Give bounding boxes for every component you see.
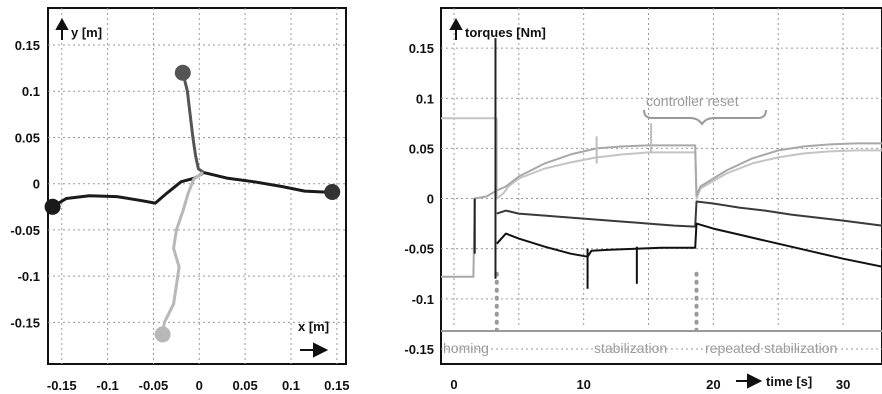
right-y-tick-label: -0.05 bbox=[404, 242, 434, 257]
right-series-2-line bbox=[496, 200, 882, 228]
left-series-2-line bbox=[161, 171, 204, 335]
left-x-tick-label: 0.05 bbox=[232, 378, 257, 393]
left-x-axis-arrow-icon bbox=[300, 342, 329, 358]
left-series-group bbox=[51, 72, 333, 335]
right-y-tick-labels: 0.15 0.1 0.05 0 -0.05 -0.1 -0.15 bbox=[404, 41, 434, 357]
right-y-tick-label: -0.15 bbox=[404, 342, 434, 357]
left-series-0-end-marker bbox=[44, 198, 61, 215]
right-series-0-line bbox=[441, 117, 882, 200]
left-grid bbox=[48, 8, 346, 364]
xy-trajectory-chart: -0.15 -0.1 -0.05 0 0.05 0.1 0.15 0.150.10.050-… bbox=[10, 7, 350, 393]
left-y-tick-labels: 0.15 0.1 0.05 0 -0.05 -0.1 -0.15 bbox=[10, 38, 40, 330]
left-y-tick-label: -0.1 bbox=[18, 269, 40, 284]
right-series-3-line bbox=[496, 222, 882, 268]
left-y-tick-label: -0.15 bbox=[10, 315, 40, 330]
left-x-tick-label: 0 bbox=[196, 378, 203, 393]
right-x-tick-labels: 0 10 20 30 bbox=[450, 377, 850, 392]
left-x-tick-label: 0.1 bbox=[282, 378, 300, 393]
left-y-tick-label: 0.15 bbox=[15, 38, 40, 53]
right-plot-frame bbox=[440, 7, 882, 365]
right-series-1-line bbox=[441, 142, 882, 278]
left-series-0-line bbox=[51, 171, 333, 209]
left-series-1-line bbox=[181, 72, 205, 174]
right-y-axis-label: torques [Nm] bbox=[465, 25, 546, 40]
left-plot-frame bbox=[47, 7, 347, 365]
right-x-axis-arrow-icon bbox=[736, 373, 763, 389]
left-y-tick-label: -0.05 bbox=[10, 223, 40, 238]
right-x-axis-label: time [s] bbox=[766, 374, 812, 389]
right-x-tick-label: 0 bbox=[450, 377, 457, 392]
left-y-tick-label: 0.05 bbox=[15, 130, 40, 145]
left-x-tick-label: 0.15 bbox=[324, 378, 349, 393]
right-y-tick-label: -0.1 bbox=[412, 292, 434, 307]
right-y-tick-label: 0.15 bbox=[409, 41, 434, 56]
right-x-tick-label: 20 bbox=[706, 377, 720, 392]
left-x-tick-labels: -0.15 -0.1 -0.05 0 0.05 0.1 0.15 bbox=[47, 378, 350, 393]
annotation-homing: homing bbox=[443, 340, 489, 356]
annotation-stabilization: stabilization bbox=[594, 340, 667, 356]
left-y-axis-label: y [m] bbox=[71, 25, 102, 40]
left-y-tick-label: 0.1 bbox=[22, 84, 40, 99]
left-series-2-end-marker bbox=[154, 326, 171, 343]
left-x-tick-label: -0.1 bbox=[96, 378, 118, 393]
left-endpoint-markers bbox=[44, 64, 341, 343]
annotation-repeated-stabilization: repeated stabilization bbox=[705, 340, 837, 356]
left-y-tick-label: 0 bbox=[33, 177, 40, 192]
right-phase-markers bbox=[494, 271, 699, 332]
left-x-tick-label: -0.15 bbox=[47, 378, 77, 393]
left-series-1-end-marker bbox=[174, 64, 191, 81]
left-y-axis-arrow-icon bbox=[55, 17, 69, 40]
left-x-tick-label: -0.05 bbox=[139, 378, 169, 393]
right-y-axis-arrow-icon bbox=[449, 17, 463, 40]
right-x-tick-label: 30 bbox=[836, 377, 850, 392]
left-x-axis-label: x [m] bbox=[298, 319, 329, 334]
right-y-tick-label: 0 bbox=[427, 192, 434, 207]
right-x-tick-label: 10 bbox=[576, 377, 590, 392]
right-series-group bbox=[441, 38, 882, 289]
annotation-controller-reset: controller reset bbox=[646, 93, 739, 109]
controller-reset-brace bbox=[643, 109, 767, 126]
right-y-tick-label: 0.1 bbox=[416, 91, 434, 106]
right-y-tick-label: 0.05 bbox=[409, 141, 434, 156]
torques-time-chart: 0 10 20 30 0.15 0.1 0.05 0 -0.05 -0.1 -0.15 torqu… bbox=[404, 7, 882, 392]
left-series-0-start-marker bbox=[324, 184, 341, 201]
